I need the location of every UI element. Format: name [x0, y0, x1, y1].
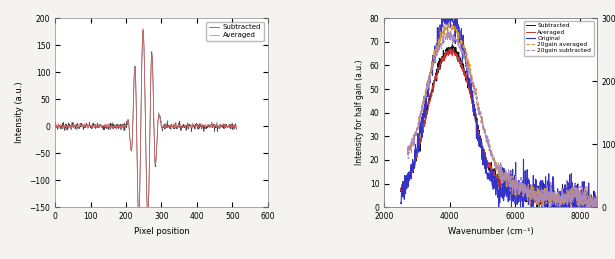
Averaged [135, 216, 143, 219]
Original [445, 5, 453, 8]
Averaged [200, 125, 208, 128]
Line: Averaged: Averaged [400, 48, 597, 207]
Averaged [232, 125, 240, 128]
20gain averaged [522, 189, 529, 192]
X-axis label: Pixel position: Pixel position [133, 227, 189, 236]
Y-axis label: Intensity (a.u.): Intensity (a.u.) [15, 82, 24, 143]
Averaged [516, 188, 523, 191]
Subtracted [449, 43, 456, 46]
20gain subtracted [546, 203, 553, 206]
Averaged [593, 203, 600, 206]
Original [566, 206, 574, 209]
Subtracted [112, 126, 119, 129]
X-axis label: Wavenumber (cm⁻¹): Wavenumber (cm⁻¹) [448, 227, 533, 236]
Original [546, 192, 554, 195]
Original [593, 206, 600, 209]
Line: 20gain averaged: 20gain averaged [407, 23, 597, 207]
Line: 20gain subtracted: 20gain subtracted [407, 31, 597, 207]
20gain averaged [409, 141, 416, 145]
Line: Subtracted: Subtracted [55, 31, 236, 217]
Subtracted [511, 180, 518, 183]
Averaged [566, 200, 574, 203]
Subtracted [132, 65, 139, 68]
Original [511, 174, 518, 177]
Averaged [77, 124, 85, 127]
20gain subtracted [409, 144, 416, 147]
20gain averaged [510, 179, 518, 183]
Subtracted [145, 215, 152, 219]
Averaged [409, 164, 416, 167]
20gain averaged [546, 198, 553, 201]
Subtracted [546, 200, 554, 203]
Averaged [397, 188, 404, 191]
Subtracted [232, 128, 240, 131]
Averaged [112, 124, 119, 127]
Subtracted [214, 125, 221, 128]
Line: Original: Original [400, 6, 597, 207]
Legend: Subtracted, Averaged, Original, 20gain averaged, 20gain subtracted: Subtracted, Averaged, Original, 20gain a… [524, 21, 593, 56]
20gain subtracted [593, 205, 600, 208]
Original [517, 185, 524, 188]
Averaged [55, 125, 63, 128]
20gain averaged [593, 196, 600, 199]
Averaged [554, 206, 561, 209]
20gain subtracted [516, 183, 523, 186]
Subtracted [522, 192, 530, 195]
20gain averaged [516, 188, 523, 191]
20gain subtracted [566, 196, 573, 199]
Averaged [450, 47, 458, 50]
Subtracted [200, 126, 208, 129]
Averaged [522, 188, 530, 191]
Y-axis label: Intensity for half gain (a.u.): Intensity for half gain (a.u.) [355, 60, 364, 166]
Line: Subtracted: Subtracted [400, 45, 597, 207]
Averaged [52, 126, 59, 129]
Subtracted [519, 206, 526, 209]
Averaged [546, 196, 553, 199]
Original [522, 185, 530, 188]
20gain averaged [566, 196, 573, 199]
20gain subtracted [510, 192, 518, 196]
Averaged [511, 185, 518, 188]
Averaged [214, 125, 221, 128]
Subtracted [566, 197, 574, 200]
Subtracted [516, 196, 523, 199]
Original [495, 206, 502, 209]
Subtracted [140, 29, 147, 32]
Averaged [139, 27, 146, 30]
Original [397, 201, 404, 204]
Averaged [132, 65, 139, 68]
20gain subtracted [522, 190, 529, 193]
Original [409, 158, 416, 161]
Subtracted [52, 121, 59, 125]
Subtracted [593, 198, 600, 202]
Legend: Subtracted, Averaged: Subtracted, Averaged [206, 21, 264, 41]
Line: Averaged: Averaged [55, 29, 236, 217]
Subtracted [409, 166, 416, 169]
Subtracted [77, 122, 85, 125]
Subtracted [55, 126, 63, 129]
Subtracted [397, 189, 404, 192]
